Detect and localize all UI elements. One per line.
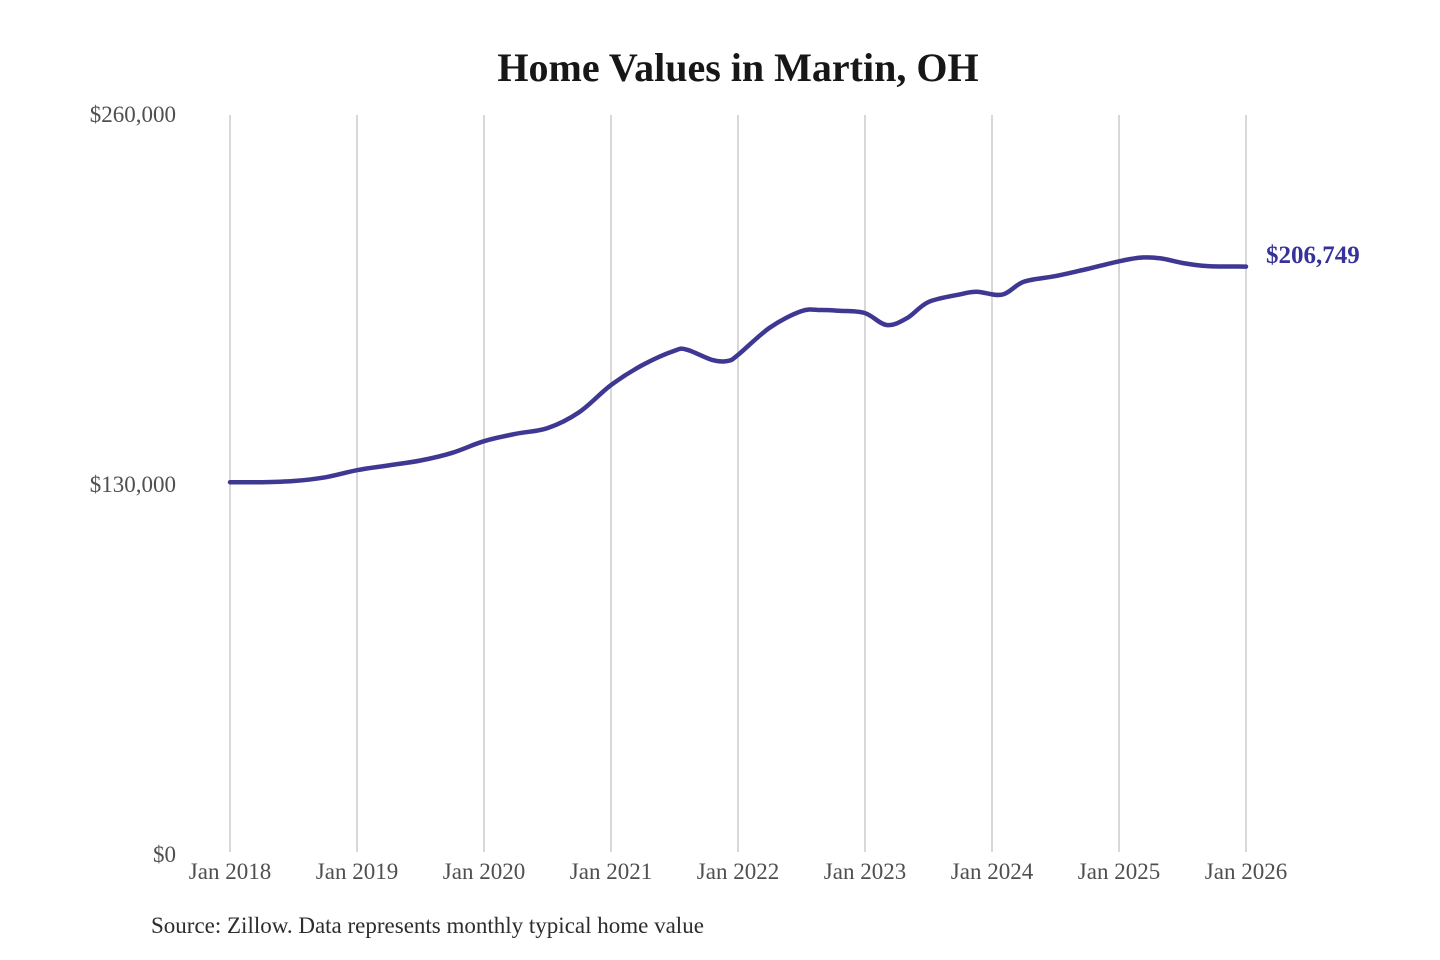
x-tick-label: Jan 2018	[188, 859, 272, 884]
gridlines	[229, 115, 1247, 852]
x-tick-label: Jan 2025	[1077, 859, 1161, 884]
x-tick-label: Jan 2019	[315, 859, 399, 884]
x-tick-label: Jan 2026	[1204, 859, 1288, 884]
x-tick-label: Jan 2023	[823, 859, 907, 884]
latest-value-label: $206,749	[1266, 242, 1360, 269]
y-tick-label: $130,000	[89, 472, 176, 497]
x-tick-label: Jan 2021	[569, 859, 653, 884]
x-tick-label: Jan 2022	[696, 859, 780, 884]
home-value-line	[227, 255, 1249, 485]
y-tick-label: $260,000	[89, 102, 176, 127]
chart-title: Home Values in Martin, OH	[497, 45, 979, 90]
y-tick-label: $0	[153, 842, 176, 867]
x-tick-label: Jan 2024	[950, 859, 1034, 884]
source-note: Source: Zillow. Data represents monthly …	[151, 913, 704, 938]
x-tick-label: Jan 2020	[442, 859, 526, 884]
